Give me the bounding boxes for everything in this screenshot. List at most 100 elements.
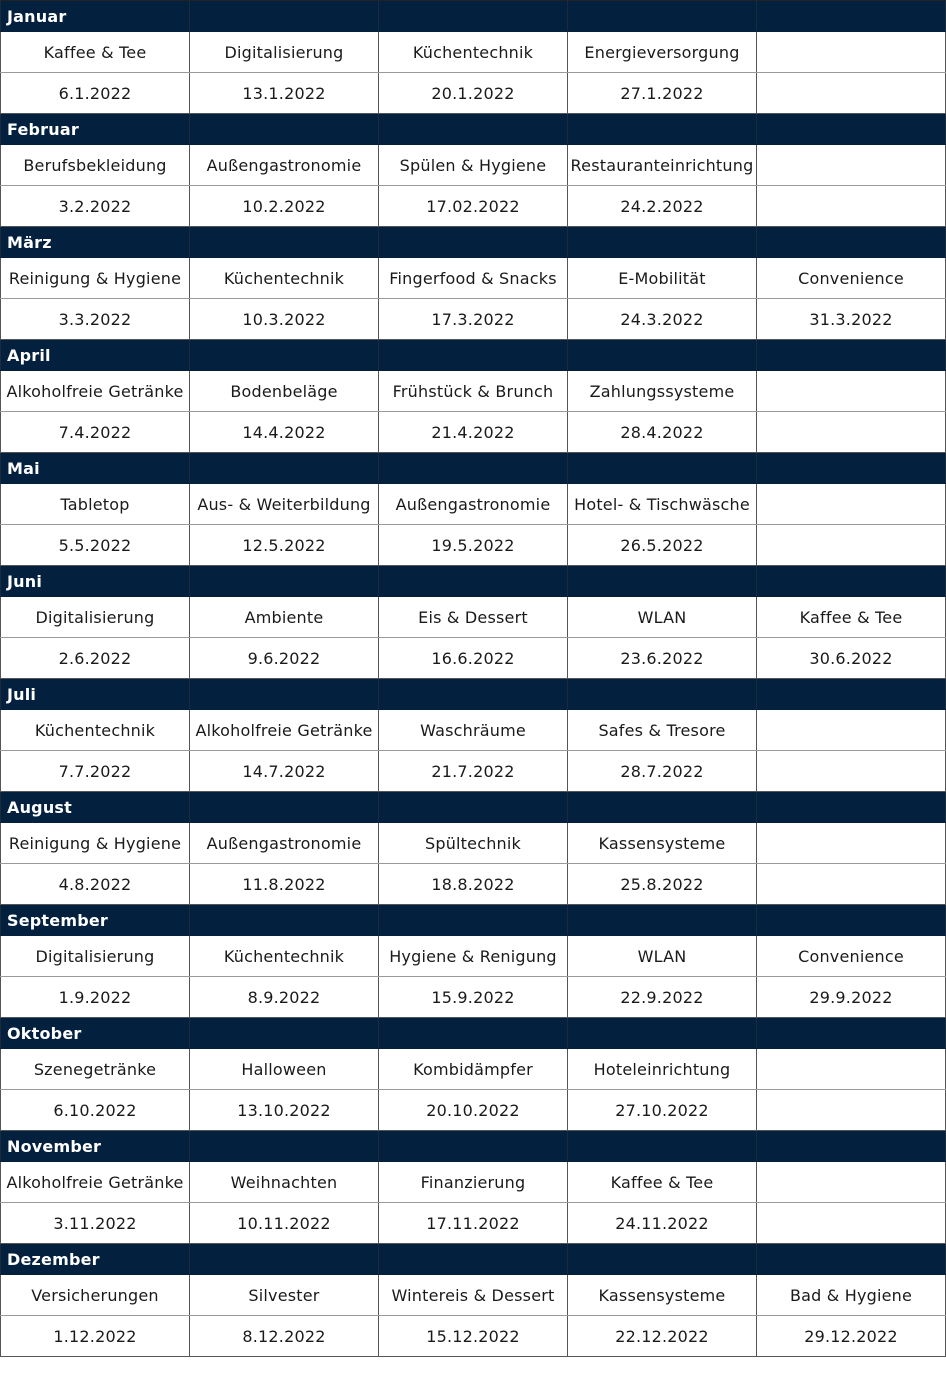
topic-cell: Finanzierung — [378, 1161, 568, 1203]
date-row: 3.3.2022 10.3.2022 17.3.2022 24.3.2022 31.3.… — [0, 298, 946, 340]
topic-cell: Kombidämpfer — [378, 1048, 568, 1090]
topic-cell: Bad & Hygiene — [756, 1274, 946, 1316]
topic-row: Szenegetränke Halloween Kombidämpfer Hotele… — [0, 1048, 946, 1090]
topic-cell: Digitalisierung — [0, 596, 190, 638]
topic-cell: Halloween — [189, 1048, 379, 1090]
topic-row: Reinigung & Hygiene Außengastronomie Spült… — [0, 822, 946, 864]
date-cell: 30.6.2022 — [756, 637, 946, 679]
topic-cell: Aus- & Weiterbildung — [189, 483, 379, 525]
date-row: 3.2.2022 10.2.2022 17.02.2022 24.2.2022 — [0, 185, 946, 227]
topic-cell: Szenegetränke — [0, 1048, 190, 1090]
date-cell: 1.9.2022 — [0, 976, 190, 1018]
topic-cell: Kassensysteme — [567, 1274, 757, 1316]
header-cell — [189, 339, 379, 371]
date-cell: 6.1.2022 — [0, 72, 190, 114]
month-header-row: Januar — [0, 0, 946, 32]
date-cell: 26.5.2022 — [567, 524, 757, 566]
header-cell — [378, 1130, 568, 1162]
topic-cell: Hoteleinrichtung — [567, 1048, 757, 1090]
topic-cell: Waschräume — [378, 709, 568, 751]
topic-cell: Versicherungen — [0, 1274, 190, 1316]
month-header-row: Februar — [0, 113, 946, 145]
topic-cell: Safes & Tresore — [567, 709, 757, 751]
date-cell: 18.8.2022 — [378, 863, 568, 905]
topic-cell: WLAN — [567, 935, 757, 977]
date-cell: 10.11.2022 — [189, 1202, 379, 1244]
header-cell — [567, 791, 757, 823]
topic-cell — [756, 1048, 946, 1090]
date-cell — [756, 1089, 946, 1131]
date-cell: 1.12.2022 — [0, 1315, 190, 1357]
header-cell — [378, 452, 568, 484]
month-name: Oktober — [0, 1017, 190, 1049]
topic-cell: Restauranteinrichtung — [567, 144, 757, 186]
month-name: Mai — [0, 452, 190, 484]
topic-row: Versicherungen Silvester Wintereis & Desse… — [0, 1274, 946, 1316]
topic-cell — [756, 822, 946, 864]
topic-cell: Wintereis & Dessert — [378, 1274, 568, 1316]
month-header-row: November — [0, 1130, 946, 1162]
topic-row: Tabletop Aus- & Weiterbildung Außengastron… — [0, 483, 946, 525]
date-cell: 21.4.2022 — [378, 411, 568, 453]
topic-cell: Berufsbekleidung — [0, 144, 190, 186]
header-cell — [189, 452, 379, 484]
topic-cell: Spültechnik — [378, 822, 568, 864]
date-cell: 17.02.2022 — [378, 185, 568, 227]
date-cell: 16.6.2022 — [378, 637, 568, 679]
header-cell — [567, 1243, 757, 1275]
header-cell — [756, 678, 946, 710]
month-header-row: Mai — [0, 452, 946, 484]
date-cell — [756, 863, 946, 905]
topic-cell: Energieversorgung — [567, 31, 757, 73]
topic-cell: Außengastronomie — [378, 483, 568, 525]
header-cell — [756, 1130, 946, 1162]
date-cell: 9.6.2022 — [189, 637, 379, 679]
topic-cell: E-Mobilität — [567, 257, 757, 299]
topic-cell: Alkoholfreie Getränke — [0, 370, 190, 412]
topic-cell: Digitalisierung — [0, 935, 190, 977]
header-cell — [567, 904, 757, 936]
topic-cell: Alkoholfreie Getränke — [0, 1161, 190, 1203]
date-cell: 31.3.2022 — [756, 298, 946, 340]
topic-cell: Convenience — [756, 257, 946, 299]
date-row: 6.10.2022 13.10.2022 20.10.2022 27.10.2022 — [0, 1089, 946, 1131]
date-cell: 6.10.2022 — [0, 1089, 190, 1131]
header-cell — [189, 791, 379, 823]
header-cell — [378, 226, 568, 258]
topic-cell: WLAN — [567, 596, 757, 638]
topic-row: Reinigung & Hygiene Küchentechnik Fingerfo… — [0, 257, 946, 299]
date-row: 4.8.2022 11.8.2022 18.8.2022 25.8.2022 — [0, 863, 946, 905]
header-cell — [378, 1017, 568, 1049]
date-cell: 3.11.2022 — [0, 1202, 190, 1244]
topic-row: Küchentechnik Alkoholfreie Getränke Waschr… — [0, 709, 946, 751]
date-row: 1.12.2022 8.12.2022 15.12.2022 22.12.2022 29… — [0, 1315, 946, 1357]
topic-cell: Convenience — [756, 935, 946, 977]
date-cell: 19.5.2022 — [378, 524, 568, 566]
topic-cell: Außengastronomie — [189, 144, 379, 186]
topic-cell: Küchentechnik — [378, 31, 568, 73]
header-cell — [567, 226, 757, 258]
month-header-row: Oktober — [0, 1017, 946, 1049]
month-name: April — [0, 339, 190, 371]
topic-cell: Bodenbeläge — [189, 370, 379, 412]
header-cell — [378, 339, 568, 371]
topic-cell: Küchentechnik — [0, 709, 190, 751]
month-name: August — [0, 791, 190, 823]
header-cell — [756, 565, 946, 597]
topic-cell — [756, 370, 946, 412]
month-header-row: September — [0, 904, 946, 936]
date-cell: 10.3.2022 — [189, 298, 379, 340]
header-cell — [189, 226, 379, 258]
date-cell: 22.9.2022 — [567, 976, 757, 1018]
topic-cell: Kaffee & Tee — [756, 596, 946, 638]
topic-cell: Ambiente — [189, 596, 379, 638]
date-cell: 15.12.2022 — [378, 1315, 568, 1357]
topic-cell: Tabletop — [0, 483, 190, 525]
date-cell: 27.1.2022 — [567, 72, 757, 114]
month-header-row: Dezember — [0, 1243, 946, 1275]
date-cell: 21.7.2022 — [378, 750, 568, 792]
date-cell: 12.5.2022 — [189, 524, 379, 566]
header-cell — [378, 565, 568, 597]
header-cell — [567, 565, 757, 597]
date-cell: 25.8.2022 — [567, 863, 757, 905]
